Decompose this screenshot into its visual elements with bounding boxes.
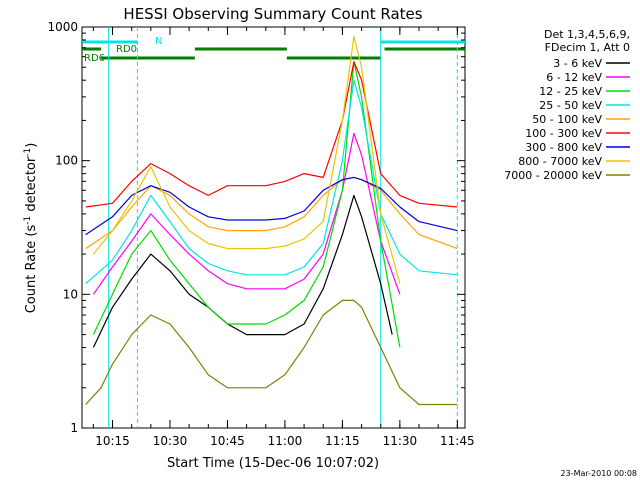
x-tick-label: 11:45	[440, 434, 475, 448]
y-tick-label: 1000	[47, 20, 78, 34]
y-axis-title-part1: Count Rate (s	[24, 225, 39, 314]
x-tick-label: 10:30	[153, 434, 188, 448]
legend-label: 12 - 25 keV	[539, 85, 602, 98]
attenuator-flags	[82, 40, 465, 60]
x-tick-label: 11:30	[383, 434, 418, 448]
series-line-6	[85, 176, 458, 236]
x-tick-label: 11:00	[268, 434, 303, 448]
y-axis-title-sup2: -1	[23, 148, 33, 157]
legend-header-line2: FDecim 1, Att 0	[545, 41, 630, 54]
series-line-2	[92, 61, 401, 348]
y-tick-label: 100	[55, 154, 78, 168]
x-axis-title: Start Time (15-Dec-06 10:07:02)	[167, 456, 379, 471]
legend-label: 6 - 12 keV	[546, 71, 602, 84]
legend-label: 25 - 50 keV	[539, 99, 602, 112]
y-axis-title-sup1: -1	[23, 216, 33, 225]
legend-header-line1: Det 1,3,4,5,6,9,	[544, 28, 630, 41]
legend-label: 300 - 800 keV	[525, 141, 602, 154]
series-line-1	[92, 132, 401, 295]
flag-label-n: N	[155, 36, 162, 47]
event-markers	[108, 27, 458, 428]
x-tick-label: 10:15	[95, 434, 130, 448]
flag-label-rd6: RD6	[84, 53, 105, 64]
legend-label: 50 - 100 keV	[532, 113, 602, 126]
chart-title: HESSI Observing Summary Count Rates	[123, 5, 422, 23]
series-line-5	[85, 61, 458, 208]
legend-label: 100 - 300 keV	[525, 127, 602, 140]
series-line-0	[92, 194, 393, 348]
series-layer	[85, 35, 458, 406]
series-line-8	[85, 299, 458, 406]
x-tick-label: 10:45	[210, 434, 245, 448]
y-tick-label: 10	[63, 287, 78, 301]
y-tick-label: 1	[70, 421, 78, 435]
series-line-3	[85, 79, 458, 285]
flag-label-rd0: RD0	[116, 44, 137, 55]
legend-label: 7000 - 20000 keV	[504, 169, 602, 182]
legend-label: 3 - 6 keV	[553, 57, 602, 70]
plot-frame	[81, 26, 466, 429]
y-axis-title-part3: )	[24, 143, 39, 148]
footer-date: 23-Mar-2010 00:08	[561, 469, 638, 478]
y-axis-title-part2: detector	[24, 156, 39, 216]
x-tick-label: 11:15	[325, 434, 360, 448]
axes-layer: 1 10 100 1000 10:15 10:30 10:45 11:00 11:15 11:30…	[47, 20, 474, 448]
legend-label: 800 - 7000 keV	[518, 155, 602, 168]
series-line-7	[92, 35, 401, 284]
y-axis-title: Count Rate (s-1 detector-1)	[23, 143, 39, 314]
